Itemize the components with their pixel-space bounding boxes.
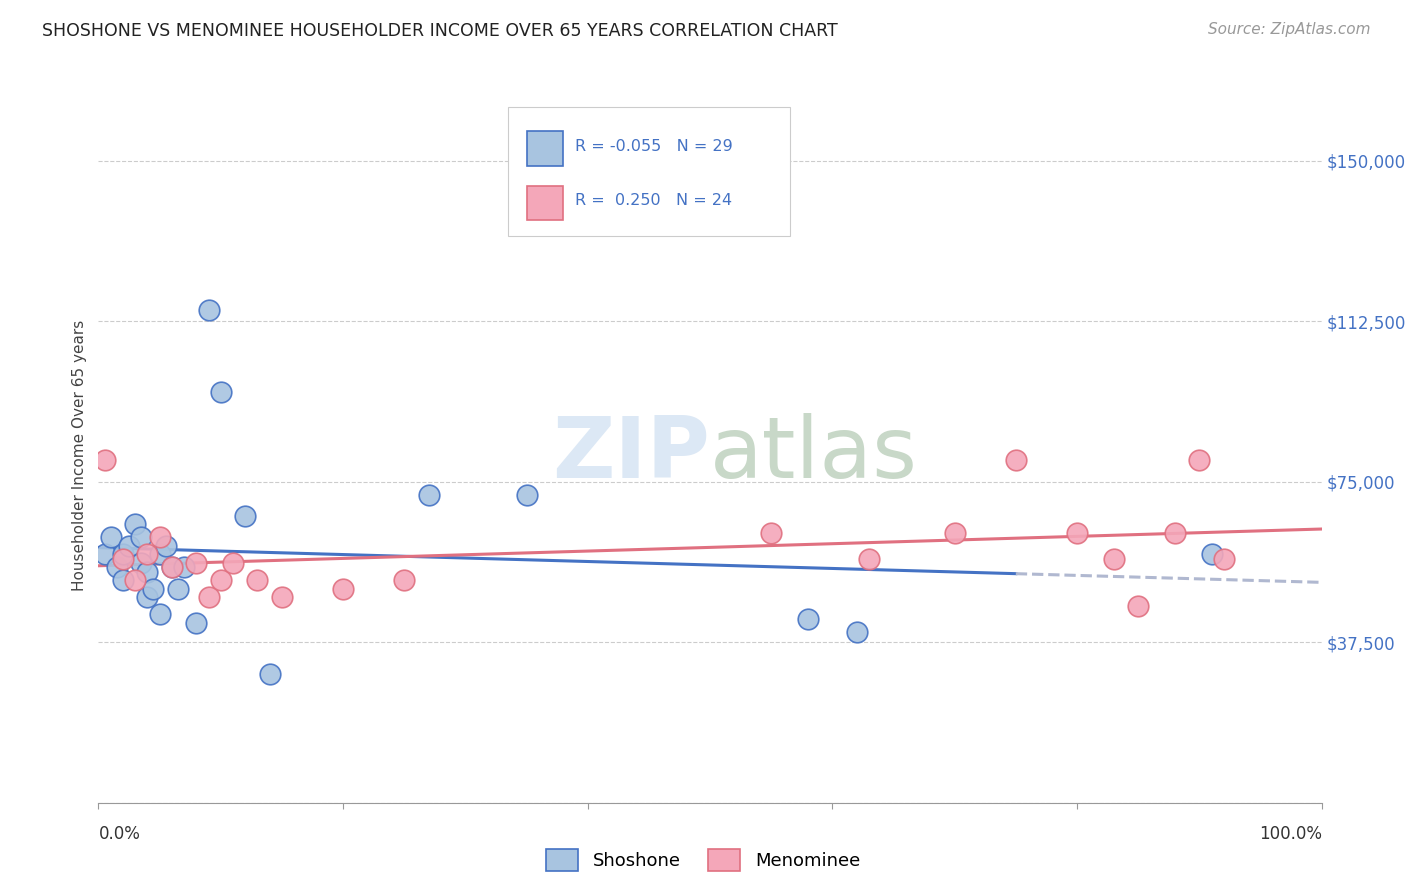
Point (1188, 453, 1211, 467)
Point (332, 582, 354, 596)
Point (149, 548, 172, 562)
Point (111, 551, 134, 566)
Point (124, 573, 146, 587)
Point (845, 624, 868, 639)
Point (233, 508, 256, 523)
Point (186, 615, 208, 630)
Point (136, 548, 159, 562)
Text: ZIP: ZIP (553, 413, 710, 497)
Text: 100.0%: 100.0% (1258, 825, 1322, 843)
Text: R =  0.250   N = 24: R = 0.250 N = 24 (575, 194, 733, 209)
Point (167, 582, 190, 596)
Point (160, 560, 183, 574)
Text: 0.0%: 0.0% (98, 825, 141, 843)
Point (100, 530, 122, 544)
Point (155, 539, 177, 553)
Point (149, 607, 172, 622)
Text: SHOSHONE VS MENOMINEE HOUSEHOLDER INCOME OVER 65 YEARS CORRELATION CHART: SHOSHONE VS MENOMINEE HOUSEHOLDER INCOME… (42, 22, 838, 40)
Point (142, 582, 165, 596)
Point (392, 573, 416, 587)
Point (222, 556, 245, 570)
Point (129, 556, 152, 570)
Point (1212, 551, 1234, 566)
Point (111, 548, 134, 562)
Point (149, 530, 172, 544)
Point (1004, 453, 1026, 467)
FancyBboxPatch shape (508, 107, 790, 235)
Point (797, 612, 820, 626)
Bar (527, 131, 564, 166)
Bar (527, 186, 564, 220)
Point (197, 303, 219, 318)
Y-axis label: Householder Income Over 65 years: Householder Income Over 65 years (72, 319, 87, 591)
Text: atlas: atlas (710, 413, 918, 497)
Point (136, 591, 159, 605)
Point (197, 591, 219, 605)
Point (858, 551, 880, 566)
Text: Source: ZipAtlas.com: Source: ZipAtlas.com (1208, 22, 1371, 37)
Point (259, 667, 281, 681)
Point (209, 384, 232, 399)
Point (93, 548, 115, 562)
Point (1201, 548, 1223, 562)
Point (118, 539, 141, 553)
Point (418, 487, 440, 501)
Point (1102, 551, 1125, 566)
Point (111, 573, 134, 587)
Point (1128, 599, 1150, 613)
Point (173, 560, 195, 574)
Point (1066, 526, 1088, 541)
Point (160, 560, 183, 574)
Point (270, 591, 294, 605)
Point (129, 530, 152, 544)
Point (186, 556, 208, 570)
Point (136, 565, 159, 579)
Point (209, 573, 232, 587)
Point (93, 453, 115, 467)
Point (124, 517, 146, 532)
Point (943, 526, 966, 541)
Text: R = -0.055   N = 29: R = -0.055 N = 29 (575, 139, 733, 154)
Point (1164, 526, 1187, 541)
Point (105, 560, 128, 574)
Legend: Shoshone, Menominee: Shoshone, Menominee (538, 842, 868, 879)
Point (246, 573, 269, 587)
Point (761, 526, 783, 541)
Point (515, 487, 537, 501)
